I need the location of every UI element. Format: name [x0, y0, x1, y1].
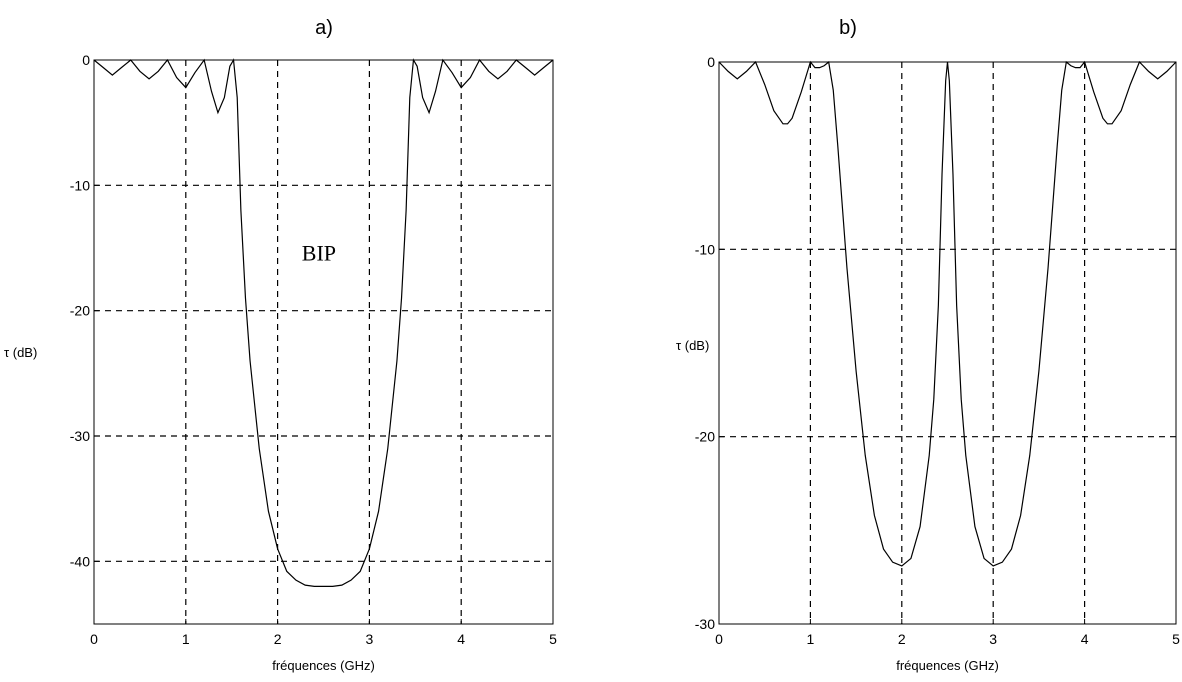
x-tick-label-b-1: 1: [807, 631, 815, 647]
x-tick-label-a-2: 2: [274, 631, 282, 647]
y-tick-label-b-30: -30: [695, 616, 715, 632]
y-tick-label-b-0: 0: [707, 54, 715, 70]
x-tick-label-a-0: 0: [90, 631, 98, 647]
plot-frame-a: [93, 59, 554, 625]
x-tick-label-a-1: 1: [182, 631, 190, 647]
series-line-b-0: [718, 60, 1177, 567]
plot-frame-b: [718, 61, 1177, 625]
y-tick-label-a-20: -20: [70, 303, 90, 319]
chart-panel-b: b) 0 1 2 3 4 5 0 -10 -20 -30 fréquences (GHz) τ (dB): [676, 17, 1180, 673]
y-tick-label-a-10: -10: [70, 177, 90, 193]
annotation-a-0: BIP: [302, 241, 336, 266]
y-axis-label-a: τ (dB): [4, 345, 37, 360]
panel-label-b: b): [839, 17, 857, 39]
series-line-a-0: [93, 58, 554, 587]
x-tick-label-b-4: 4: [1081, 631, 1089, 647]
chart-panel-a: a) 0 1 2 3 4 5 0 -10 -20 -30 -40 fréquences (GHz) τ (…: [4, 17, 557, 673]
y-tick-label-a-0: 0: [82, 52, 90, 68]
x-axis-label-b: fréquences (GHz): [896, 658, 999, 673]
x-tick-label-a-3: 3: [366, 631, 374, 647]
y-axis-label-b: τ (dB): [676, 338, 709, 353]
y-tick-label-b-10: -10: [695, 241, 715, 257]
panel-label-a: a): [315, 17, 333, 39]
y-tick-label-a-40: -40: [70, 553, 90, 569]
y-tick-label-a-30: -30: [70, 428, 90, 444]
x-tick-label-b-2: 2: [898, 631, 906, 647]
y-tick-label-b-20: -20: [695, 429, 715, 445]
x-tick-label-b-3: 3: [989, 631, 997, 647]
x-tick-label-a-4: 4: [457, 631, 465, 647]
x-tick-label-b-5: 5: [1172, 631, 1180, 647]
x-tick-label-a-5: 5: [549, 631, 557, 647]
x-axis-label-a: fréquences (GHz): [272, 658, 375, 673]
x-tick-label-b-0: 0: [715, 631, 723, 647]
